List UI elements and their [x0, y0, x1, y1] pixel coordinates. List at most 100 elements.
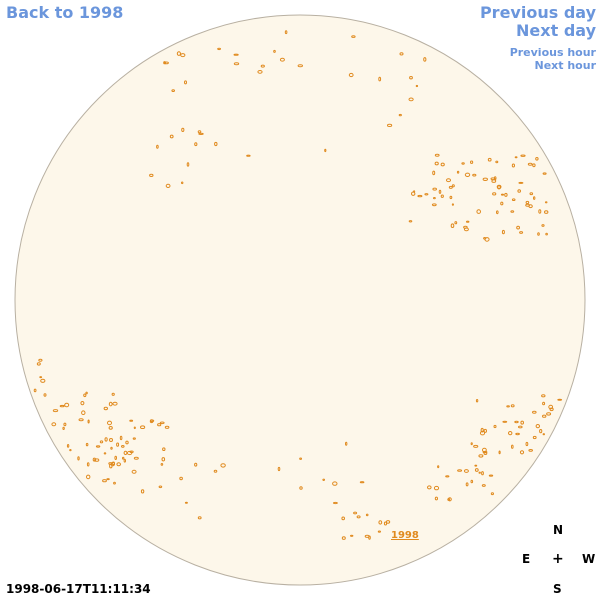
contour-speck — [501, 229, 505, 235]
contour-speck — [299, 457, 303, 460]
contour-speck — [169, 134, 174, 139]
contour-speck — [519, 231, 524, 234]
contour-speck — [181, 127, 185, 132]
contour-speck — [158, 485, 163, 489]
contour-speck — [359, 481, 365, 484]
contour-speck — [387, 123, 393, 128]
contour-speck — [106, 478, 110, 481]
contour-speck — [95, 445, 101, 448]
contour-speck — [432, 187, 438, 191]
next-day-link[interactable]: Next day — [516, 21, 596, 40]
contour-speck — [424, 193, 429, 196]
contour-speck — [542, 433, 545, 436]
observation-timestamp: 1998-06-17T11:11:34 — [6, 582, 151, 596]
contour-speck — [217, 47, 222, 51]
contour-speck — [544, 210, 549, 214]
contour-speck — [85, 442, 89, 447]
contour-speck — [180, 53, 186, 58]
contour-speck — [480, 427, 484, 433]
contour-speck — [535, 424, 540, 429]
contour-speck — [508, 431, 513, 436]
contour-speck — [510, 404, 515, 408]
previous-hour-link[interactable]: Previous hour — [509, 46, 596, 59]
contour-speck — [463, 469, 469, 473]
contour-speck — [483, 237, 487, 240]
contour-speck — [542, 414, 547, 418]
contour-speck — [449, 195, 453, 200]
contour-speck — [322, 478, 326, 481]
contour-speck — [525, 200, 530, 205]
contour-speck — [478, 471, 481, 474]
contour-speck — [86, 462, 90, 467]
contour-speck — [434, 161, 439, 166]
contour-speck — [64, 402, 70, 408]
contour-speck — [122, 456, 125, 460]
contour-speck — [324, 148, 327, 153]
contour-speck — [470, 442, 473, 446]
compass-south-label: S — [553, 582, 562, 596]
contour-speck — [434, 496, 438, 501]
contour-speck — [450, 223, 455, 228]
contour-speck — [186, 162, 190, 167]
contour-speck — [408, 220, 413, 223]
contour-speck — [33, 388, 37, 393]
contour-speck — [103, 406, 109, 411]
contour-speck — [470, 479, 474, 484]
contour-speck — [383, 521, 388, 526]
contour-speck — [432, 170, 436, 176]
solar-disk — [14, 14, 586, 586]
contour-speck — [277, 466, 281, 472]
back-to-year-link[interactable]: Back to 1998 — [6, 3, 124, 22]
contour-speck — [483, 428, 487, 433]
previous-day-link[interactable]: Previous day — [479, 3, 596, 22]
contour-speck — [279, 57, 285, 62]
contour-speck — [470, 160, 474, 164]
contour-speck — [481, 471, 484, 476]
contour-speck — [94, 458, 100, 462]
contour-speck — [40, 378, 46, 383]
contour-speck — [194, 462, 198, 467]
contour-speck — [257, 70, 263, 74]
contour-speck — [123, 458, 127, 463]
contour-speck — [38, 358, 43, 362]
contour-speck — [474, 468, 479, 472]
contour-speck — [284, 30, 288, 35]
contour-speck — [532, 435, 537, 440]
contour-speck — [110, 461, 116, 467]
contour-speck — [464, 172, 471, 178]
contour-speck — [299, 486, 303, 490]
contour-speck — [519, 450, 525, 455]
year-1998-link[interactable]: 1998 — [391, 530, 419, 541]
contour-speck — [463, 225, 468, 229]
contour-speck — [164, 425, 170, 429]
contour-speck — [197, 130, 202, 134]
contour-speck — [511, 444, 514, 449]
contour-speck — [62, 426, 65, 430]
contour-speck — [539, 429, 543, 434]
contour-speck — [423, 57, 427, 62]
contour-speck — [377, 530, 381, 533]
contour-speck — [86, 474, 91, 480]
contour-speck — [515, 432, 520, 436]
contour-speck — [132, 437, 136, 440]
contour-speck — [437, 465, 440, 469]
contour-speck — [108, 426, 113, 430]
contour-speck — [161, 457, 166, 462]
contour-speck — [451, 184, 455, 188]
contour-speck — [532, 410, 537, 414]
contour-speck — [87, 419, 90, 424]
contour-speck — [427, 485, 432, 490]
contour-speck — [535, 157, 539, 161]
contour-speck — [445, 475, 450, 478]
contour-speck — [194, 142, 198, 147]
contour-speck — [348, 72, 354, 78]
contour-speck — [39, 376, 43, 379]
contour-speck — [466, 220, 470, 223]
contour-speck — [171, 89, 175, 92]
next-hour-link[interactable]: Next hour — [534, 59, 597, 72]
contour-speck — [83, 393, 87, 398]
contour-speck — [149, 173, 154, 177]
contour-speck — [162, 447, 166, 452]
contour-speck — [538, 209, 542, 214]
